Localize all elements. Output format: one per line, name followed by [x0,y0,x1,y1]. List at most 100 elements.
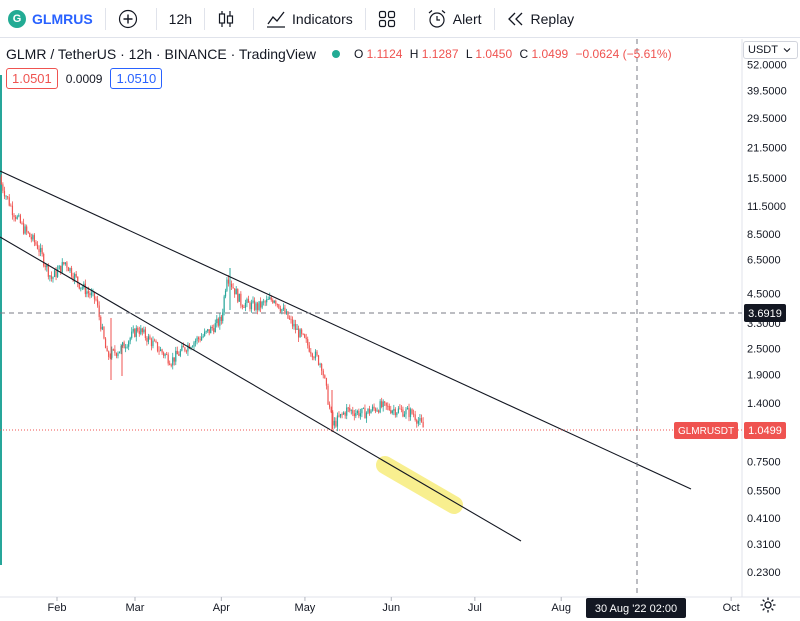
replay-button[interactable]: Replay [499,0,583,38]
candle-body [314,351,317,359]
candle-body [125,347,127,349]
candle-body [22,223,25,234]
candle-body [408,408,410,418]
candle-body [89,293,91,296]
candle-body [208,329,210,334]
candle-body [0,177,2,185]
candle-body [32,235,34,240]
candle-body [211,326,213,329]
candle-body [227,279,230,284]
candle-body [393,409,395,411]
candle-body [179,350,181,356]
candle-body [299,329,301,338]
candle-body [397,408,399,413]
candle-body [381,401,383,407]
candle-body [96,299,99,306]
candle-body [7,196,9,198]
buy-button[interactable]: 1.0510 [110,68,163,89]
candle-body [344,412,346,416]
interval-button[interactable]: 12h [168,10,193,27]
candle-body [220,316,222,321]
currency-label: USDT [748,44,778,56]
candle-body [272,299,274,303]
chart-settings-button[interactable] [757,597,779,617]
symbol-name: GLMRUS [32,10,93,27]
candle-body [350,410,352,411]
compare-button[interactable] [110,0,152,38]
candle-body [402,409,404,417]
candle-body [390,410,392,414]
candle-body [362,408,365,410]
candle-body [101,326,103,330]
candle-body [263,301,265,303]
price-chart[interactable]: 52.0000 39.5000 29.5000 21.5000 15.5000 11.50… [0,39,800,621]
candle-body [266,299,268,303]
currency-selector[interactable]: USDT [743,41,798,59]
divider [155,7,157,30]
symbol-search[interactable]: G GLMRUS [0,0,101,38]
price-tick-label: 8.5000 [747,229,781,241]
time-tick-label: Aug [551,602,571,614]
candle-body [15,217,17,219]
divider [253,7,255,30]
candle-body [60,265,62,273]
chart-type-button[interactable] [209,0,249,38]
candle-body [330,407,332,413]
candle-body [279,308,281,312]
candle-body [33,235,36,243]
upper-trend-line [0,170,692,490]
candle-body [77,276,79,284]
candle-body [147,336,150,342]
last-price-label: 1.0499 [748,425,782,437]
candle-body [70,268,73,277]
indicators-button[interactable]: Indicators [258,0,361,38]
templates-button[interactable] [370,0,410,38]
candle-body [349,408,351,411]
alert-button[interactable]: Alert [419,0,490,38]
price-tick-label: 0.7500 [747,456,781,468]
candle-body [324,375,326,379]
price-tick-label: 29.5000 [747,113,787,125]
candle-body [204,331,206,336]
candle-body [146,337,148,342]
alert-label: Alert [452,10,482,27]
close-label: C [519,47,529,61]
candle-body [385,402,387,406]
indicators-label: Indicators [292,10,353,27]
high-value: 1.1287 [421,47,459,61]
candle-body [282,307,285,310]
candle-body [138,331,140,334]
candle-body [376,410,378,412]
candle-body [267,299,269,301]
candle-body [63,262,65,265]
crosshair-price-box [744,304,786,322]
candle-body [16,216,18,219]
candle-body [336,415,339,427]
price-tick-label: 4.5000 [747,289,781,301]
candle-body [98,305,100,317]
price-tick-label: 6.5000 [747,254,781,266]
candle-body [201,337,203,341]
candle-body [159,349,162,352]
candle-body [288,318,291,320]
candle-body [406,408,409,410]
close-value: 1.0499 [531,47,569,61]
candle-body [333,420,335,426]
candle-body [232,287,234,289]
candle-body [26,226,28,232]
candle-body [173,357,175,362]
candle-body [205,330,207,332]
candle-body [294,323,297,330]
candle-body [61,262,63,273]
candle-body [403,414,406,417]
buy-sell-panel: 1.0501 0.0009 1.0510 [6,68,163,89]
candle-body [304,334,306,338]
candle-body [150,339,153,347]
candle-body [19,215,21,223]
price-tick-label: 1.9000 [747,369,781,381]
candle-body [329,404,331,408]
candle-body [53,270,56,277]
candle-body [255,303,257,310]
sell-button[interactable]: 1.0501 [6,68,58,89]
candle-body [75,273,77,277]
